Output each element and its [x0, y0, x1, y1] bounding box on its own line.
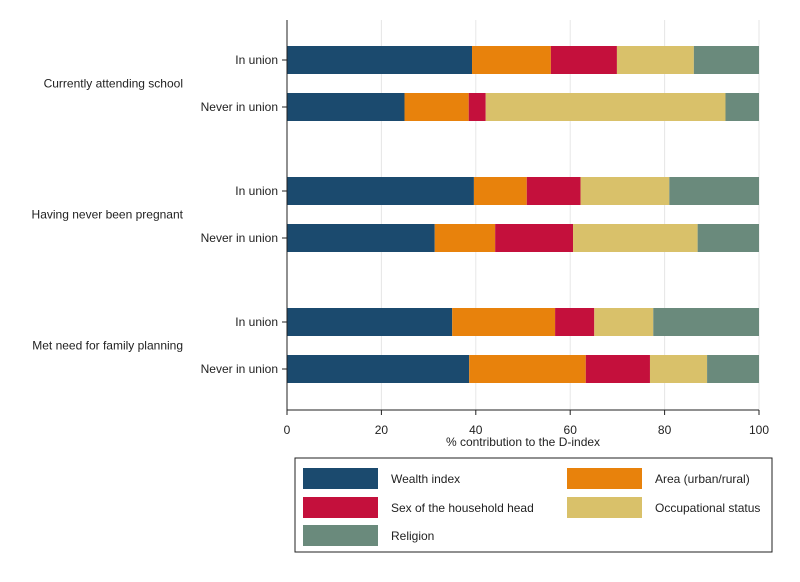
bar-label-met-need-for-family-planning-in-union: In union	[235, 315, 278, 329]
bar-segment-having-never-been-pregnant-never-in-union-religion	[697, 224, 759, 252]
group-label-currently-attending-school: Currently attending school	[44, 77, 183, 91]
bar-segment-met-need-for-family-planning-in-union-occupational-status	[594, 308, 654, 336]
bar-segment-having-never-been-pregnant-in-union-sex-of-the-household-head	[526, 177, 581, 205]
legend-swatch-area-urban-rural	[567, 468, 642, 489]
x-tick-label-80: 80	[658, 423, 672, 437]
bar-segment-having-never-been-pregnant-in-union-wealth-index	[287, 177, 474, 205]
bar-segment-currently-attending-school-never-in-union-sex-of-the-household-head	[468, 93, 486, 121]
bar-segment-met-need-for-family-planning-never-in-union-sex-of-the-household-head	[585, 355, 650, 383]
bar-label-having-never-been-pregnant-in-union: In union	[235, 184, 278, 198]
x-tick-label-60: 60	[564, 423, 578, 437]
bar-segment-having-never-been-pregnant-in-union-occupational-status	[580, 177, 670, 205]
bar-label-currently-attending-school-never-in-union: Never in union	[201, 100, 278, 114]
bar-segment-met-need-for-family-planning-never-in-union-wealth-index	[287, 355, 470, 383]
legend-label-religion: Religion	[391, 529, 434, 543]
bar-label-having-never-been-pregnant-never-in-union: Never in union	[201, 231, 278, 245]
legend-swatch-wealth-index	[303, 468, 378, 489]
bar-segment-currently-attending-school-in-union-area-urban-rural	[472, 46, 551, 74]
bar-segment-currently-attending-school-never-in-union-area-urban-rural	[404, 93, 469, 121]
legend-label-area-urban-rural: Area (urban/rural)	[655, 472, 750, 486]
x-tick-label-40: 40	[469, 423, 483, 437]
bar-segment-having-never-been-pregnant-never-in-union-area-urban-rural	[434, 224, 496, 252]
bar-segment-currently-attending-school-in-union-wealth-index	[287, 46, 473, 74]
bar-segment-having-never-been-pregnant-in-union-religion	[669, 177, 759, 205]
axes	[286, 20, 759, 411]
legend: Wealth index Area (urban/rural) Sex of the…	[303, 468, 760, 546]
bar-segment-having-never-been-pregnant-never-in-union-sex-of-the-household-head	[495, 224, 574, 252]
bar-segment-met-need-for-family-planning-never-in-union-area-urban-rural	[469, 355, 586, 383]
bar-label-currently-attending-school-in-union: In union	[235, 53, 278, 67]
bar-segment-met-need-for-family-planning-never-in-union-religion	[707, 355, 759, 383]
y-axis-labels: Currently attending school In union Never …	[32, 53, 287, 376]
bar-segment-currently-attending-school-in-union-occupational-status	[616, 46, 694, 74]
bar-segment-currently-attending-school-never-in-union-religion	[725, 93, 759, 121]
group-label-met-need-for-family-planning: Met need for family planning	[32, 339, 183, 353]
bar-label-met-need-for-family-planning-never-in-union: Never in union	[201, 362, 278, 376]
bar-segment-met-need-for-family-planning-in-union-religion	[653, 308, 759, 336]
group-label-having-never-been-pregnant: Having never been pregnant	[32, 208, 184, 222]
bar-segment-met-need-for-family-planning-in-union-wealth-index	[287, 308, 453, 336]
x-axis-ticks: 0 20 40 60 80 100	[284, 410, 769, 437]
bar-segment-currently-attending-school-in-union-religion	[693, 46, 759, 74]
bar-segment-having-never-been-pregnant-never-in-union-wealth-index	[287, 224, 435, 252]
bar-segment-met-need-for-family-planning-never-in-union-occupational-status	[649, 355, 708, 383]
bar-segment-currently-attending-school-never-in-union-occupational-status	[485, 93, 726, 121]
bar-segment-having-never-been-pregnant-in-union-area-urban-rural	[473, 177, 527, 205]
legend-label-wealth-index: Wealth index	[391, 472, 460, 486]
legend-swatch-religion	[303, 525, 378, 546]
bar-segment-currently-attending-school-in-union-sex-of-the-household-head	[550, 46, 617, 74]
legend-swatch-occupational-status	[567, 497, 642, 518]
legend-swatch-sex-of-the-household-head	[303, 497, 378, 518]
x-tick-label-0: 0	[284, 423, 291, 437]
x-axis-title: % contribution to the D-index	[446, 435, 600, 449]
bar-segment-currently-attending-school-never-in-union-wealth-index	[287, 93, 405, 121]
bars	[287, 46, 759, 383]
x-tick-label-100: 100	[749, 423, 769, 437]
x-tick-label-20: 20	[375, 423, 389, 437]
legend-label-occupational-status: Occupational status	[655, 501, 760, 515]
bar-segment-met-need-for-family-planning-in-union-area-urban-rural	[452, 308, 556, 336]
gridlines	[380, 20, 760, 410]
legend-label-sex-of-the-household-head: Sex of the household head	[391, 501, 534, 515]
bar-segment-met-need-for-family-planning-in-union-sex-of-the-household-head	[555, 308, 595, 336]
bar-segment-having-never-been-pregnant-never-in-union-occupational-status	[573, 224, 698, 252]
